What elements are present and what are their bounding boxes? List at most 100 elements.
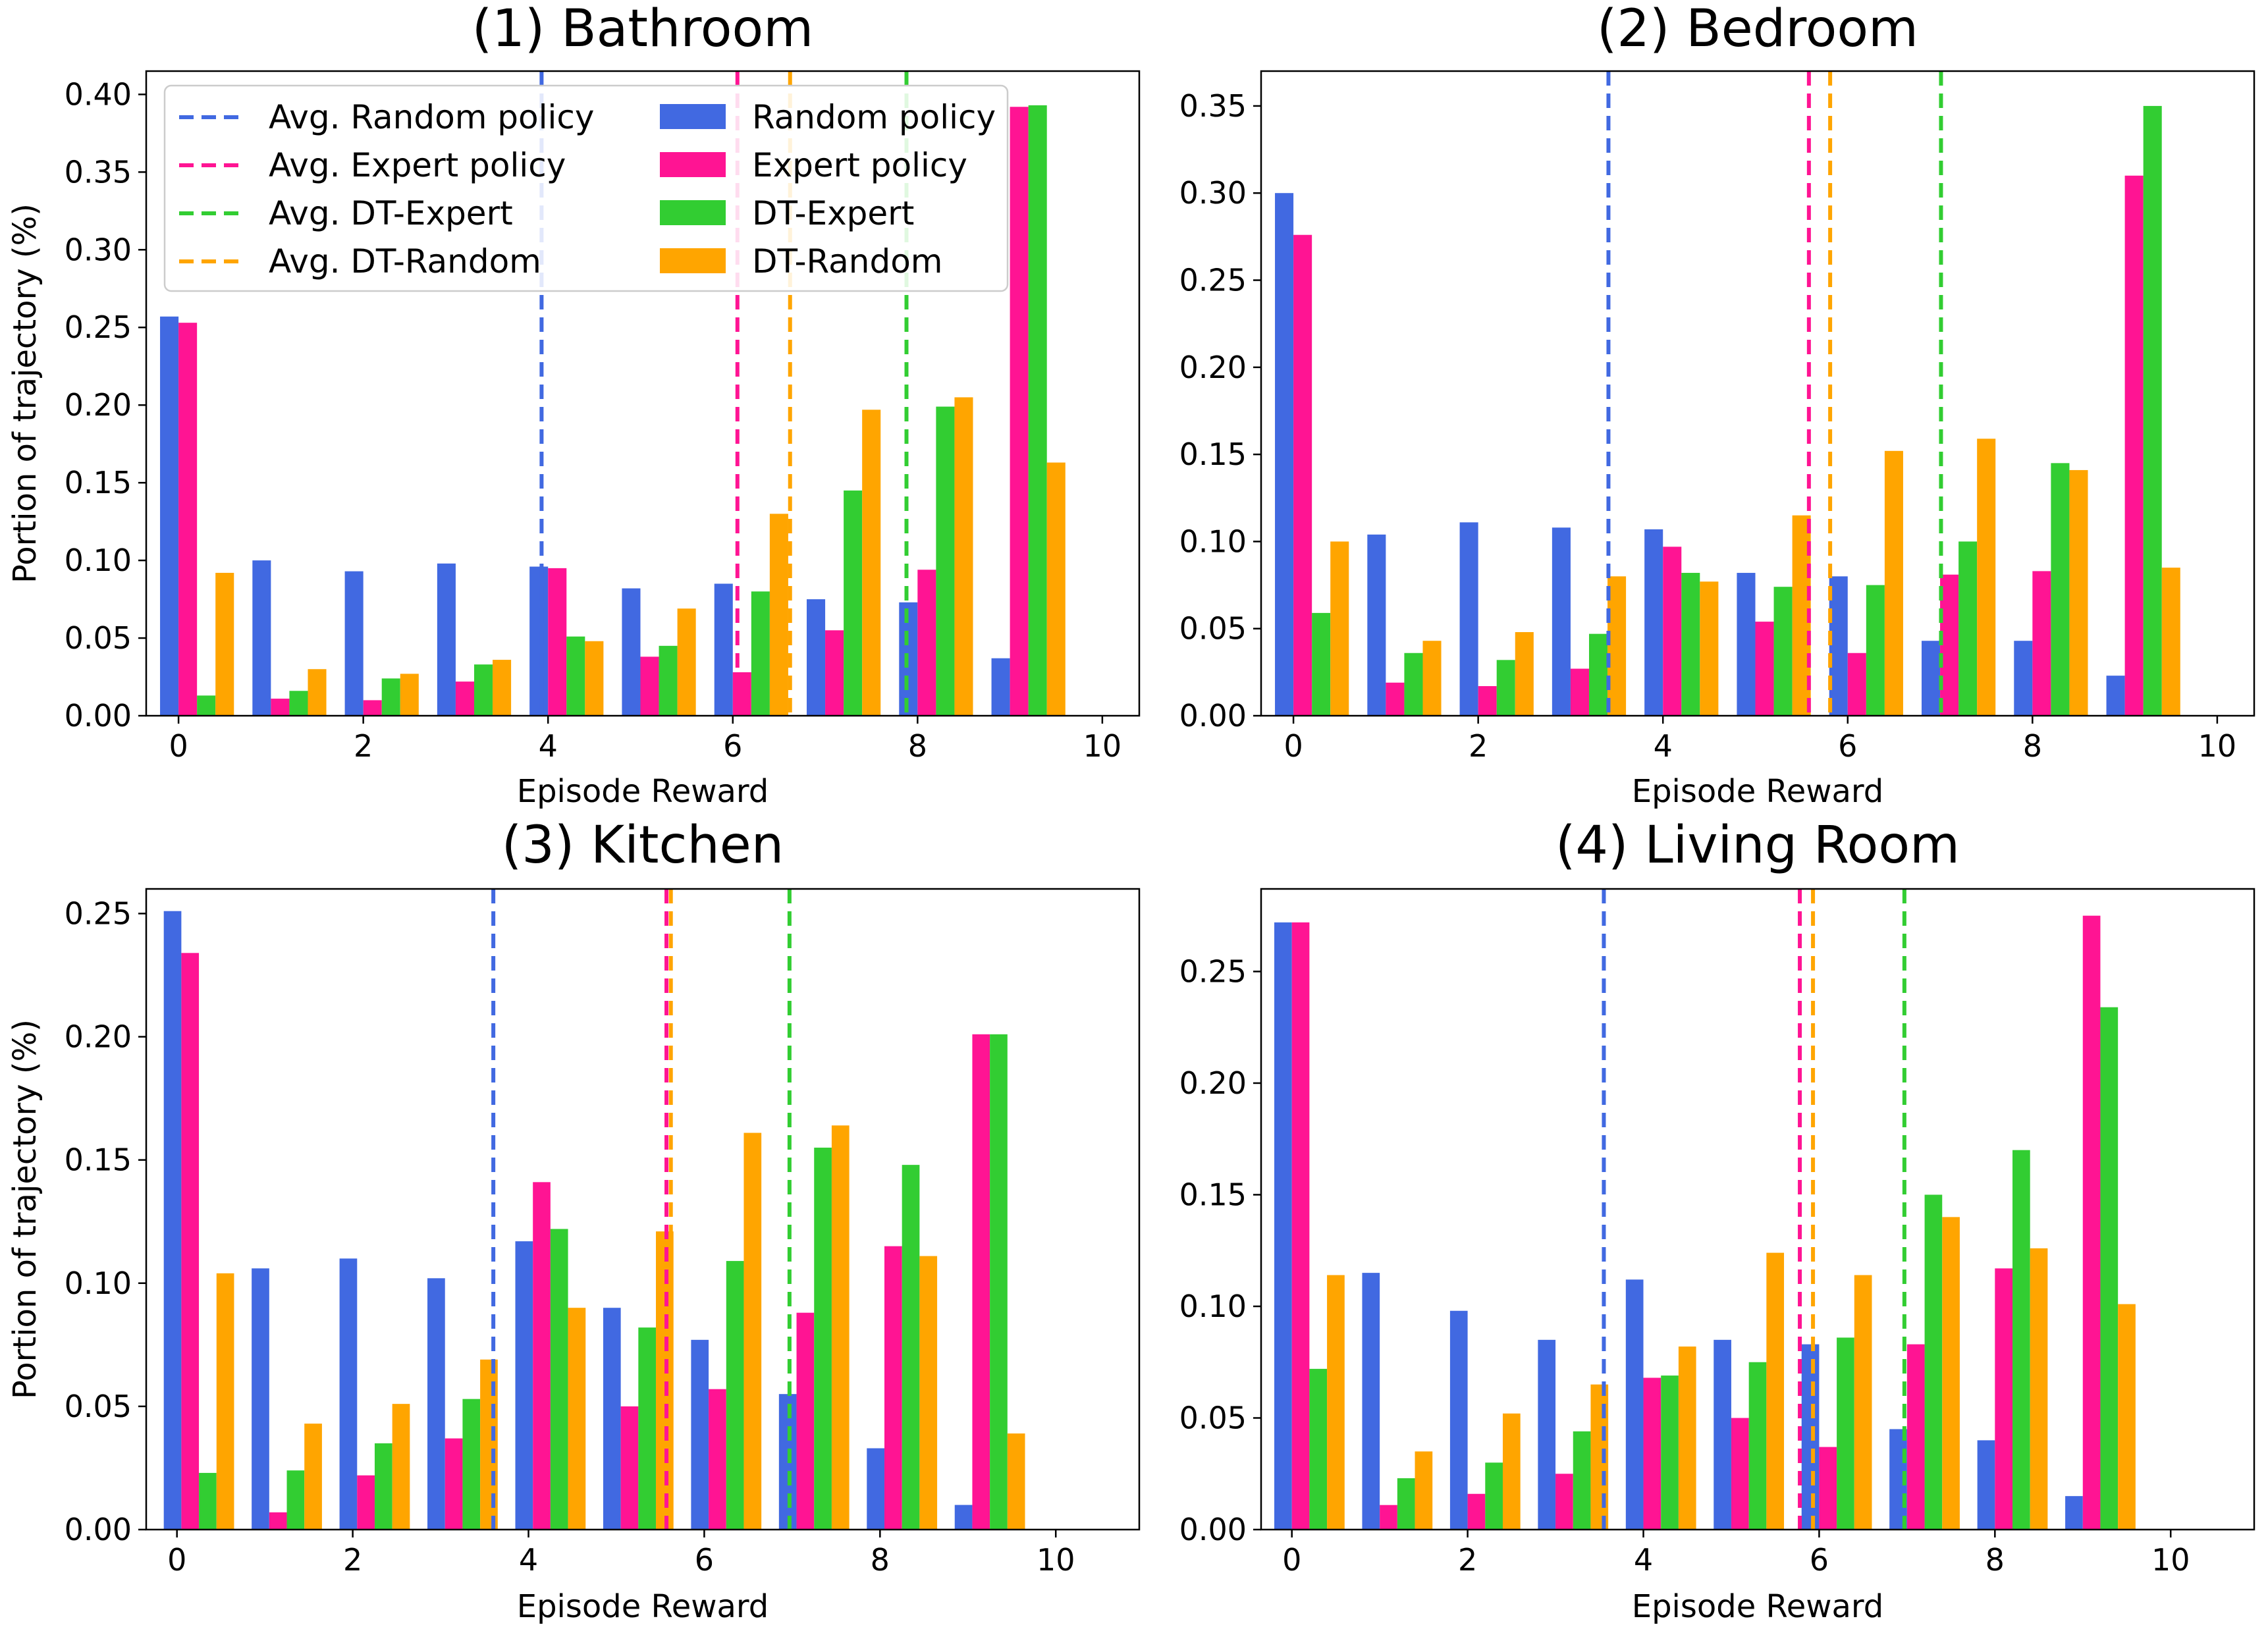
bar-dt_expert-2 bbox=[381, 678, 400, 716]
x-axis-label: Episode Reward bbox=[517, 1588, 769, 1625]
bar-expert-4 bbox=[1643, 1377, 1661, 1530]
legend-label-random: Random policy bbox=[752, 98, 996, 136]
x-tick-label: 8 bbox=[1985, 1542, 2005, 1578]
bar-expert-1 bbox=[1386, 682, 1405, 716]
x-tick-label: 0 bbox=[169, 728, 188, 764]
y-tick-label: 0.05 bbox=[65, 620, 132, 656]
bar-expert-5 bbox=[640, 656, 659, 716]
bar-random-3 bbox=[1538, 1339, 1556, 1530]
bar-dt_expert-1 bbox=[1404, 653, 1423, 716]
bar-dt_random-9 bbox=[2118, 1304, 2136, 1530]
x-axis-label: Episode Reward bbox=[1632, 1588, 1884, 1625]
bar-dt_random-7 bbox=[831, 1125, 850, 1530]
x-tick-label: 8 bbox=[871, 1542, 890, 1578]
y-tick-label: 0.15 bbox=[65, 1142, 132, 1178]
legend-label-dt_random: DT-Random bbox=[752, 242, 943, 280]
bar-random-0 bbox=[160, 316, 179, 716]
x-tick-label: 4 bbox=[1654, 728, 1673, 764]
bar-random-5 bbox=[622, 588, 641, 716]
y-tick-label: 0.25 bbox=[65, 895, 132, 931]
bar-dt_random-1 bbox=[308, 669, 327, 716]
bar-expert-7 bbox=[796, 1312, 815, 1530]
chart-panel-1: (1) Bathroom 0 2 4 6 8 10 0.00 0.05 0.10 0.15 0.20 0… bbox=[7, 0, 1141, 810]
bar-random-4 bbox=[529, 566, 549, 716]
bar-random-6 bbox=[1829, 576, 1848, 716]
bar-dt_expert-5 bbox=[659, 645, 678, 716]
legend-label-dt_expert-avg: Avg. DT-Expert bbox=[269, 194, 513, 232]
bar-dt_random-8 bbox=[2030, 1248, 2048, 1530]
bar-dt_random-6 bbox=[1854, 1275, 1872, 1530]
bar-random-1 bbox=[252, 560, 271, 716]
bar-random-4 bbox=[515, 1241, 533, 1530]
axes-frame bbox=[145, 70, 1141, 717]
y-tick-label: 0.10 bbox=[65, 1266, 132, 1301]
chart-title: (3) Kitchen bbox=[502, 816, 784, 875]
y-tick-label: 0.20 bbox=[1179, 350, 1247, 385]
y-tick-label: 0.15 bbox=[1179, 437, 1247, 472]
y-tick-label: 0.00 bbox=[1179, 1512, 1247, 1547]
x-tick-label: 4 bbox=[519, 1542, 538, 1578]
bar-dt_random-6 bbox=[1884, 450, 1903, 716]
x-tick-label: 6 bbox=[723, 728, 742, 764]
bar-random-2 bbox=[339, 1258, 358, 1530]
bar-expert-3 bbox=[1555, 1474, 1573, 1530]
bar-dt_expert-3 bbox=[1588, 633, 1608, 716]
y-tick-label: 0.35 bbox=[65, 154, 132, 190]
bar-expert-5 bbox=[620, 1406, 639, 1530]
bar-dt_random-7 bbox=[862, 410, 881, 716]
bar-random-5 bbox=[1737, 573, 1756, 716]
bar-expert-9 bbox=[1010, 107, 1029, 716]
legend-bar-swatch-random bbox=[660, 104, 726, 129]
bar-dt_expert-4 bbox=[1661, 1375, 1679, 1530]
x-tick-label: 2 bbox=[343, 1542, 362, 1578]
legend-label-random-avg: Avg. Random policy bbox=[269, 98, 594, 136]
x-tick-label: 10 bbox=[2151, 1542, 2190, 1578]
bar-dt_expert-7 bbox=[1924, 1194, 1943, 1530]
chart-panel-3: (3) Kitchen 0 2 4 6 8 10 0.00 0.05 0.10 0.15 0.20 0.… bbox=[7, 816, 1141, 1625]
axes-frame bbox=[1260, 70, 2255, 717]
bar-dt_expert-0 bbox=[199, 1472, 217, 1530]
chart-title: (1) Bathroom bbox=[472, 0, 813, 59]
x-axis-label: Episode Reward bbox=[1632, 773, 1884, 810]
x-tick-label: 0 bbox=[1283, 728, 1303, 764]
bar-random-7 bbox=[1921, 641, 1941, 716]
bar-expert-4 bbox=[548, 568, 567, 716]
bar-expert-7 bbox=[1906, 1344, 1925, 1530]
chart-panel-4: (4) Living Room 0 2 4 6 8 10 0.00 0.05 0.10 0.15 0.… bbox=[1179, 816, 2255, 1625]
bar-dt_expert-6 bbox=[726, 1261, 744, 1530]
bar-expert-2 bbox=[1467, 1493, 1486, 1530]
bar-dt_random-6 bbox=[769, 514, 788, 716]
bar-expert-9 bbox=[2124, 175, 2144, 716]
bar-dt_expert-0 bbox=[197, 695, 216, 716]
bar-expert-3 bbox=[455, 681, 474, 716]
bar-expert-0 bbox=[181, 953, 200, 1530]
bar-dt_random-0 bbox=[1327, 1275, 1345, 1530]
bar-random-2 bbox=[344, 571, 364, 716]
bar-random-0 bbox=[1275, 193, 1294, 716]
y-tick-label: 0.40 bbox=[65, 76, 132, 112]
bar-dt_expert-3 bbox=[462, 1399, 481, 1530]
bar-random-8 bbox=[867, 1448, 884, 1530]
bar-dt_random-8 bbox=[954, 397, 973, 716]
x-tick-label: 0 bbox=[167, 1542, 186, 1578]
y-tick-label: 0.00 bbox=[65, 1512, 132, 1547]
bar-expert-4 bbox=[1663, 547, 1682, 716]
bar-dt_random-0 bbox=[215, 572, 234, 716]
bar-dt_expert-5 bbox=[638, 1327, 657, 1530]
bar-dt_expert-0 bbox=[1309, 1368, 1328, 1530]
bar-dt_expert-5 bbox=[1773, 587, 1793, 716]
bar-dt_expert-0 bbox=[1312, 612, 1331, 716]
bar-expert-6 bbox=[1819, 1447, 1837, 1530]
bar-dt_expert-8 bbox=[2051, 463, 2070, 716]
bar-random-2 bbox=[1449, 1310, 1468, 1530]
legend-bar-swatch-dt_random bbox=[660, 248, 726, 273]
bar-dt_random-7 bbox=[1942, 1217, 1960, 1530]
y-axis-label: Portion of trajectory (%) bbox=[7, 1019, 43, 1399]
x-tick-label: 0 bbox=[1282, 1542, 1301, 1578]
bar-expert-0 bbox=[1293, 234, 1312, 716]
y-tick-label: 0.15 bbox=[1179, 1177, 1247, 1212]
bar-dt_random-4 bbox=[1700, 581, 1719, 716]
bar-dt_random-5 bbox=[677, 608, 696, 716]
legend-box bbox=[163, 84, 1009, 292]
